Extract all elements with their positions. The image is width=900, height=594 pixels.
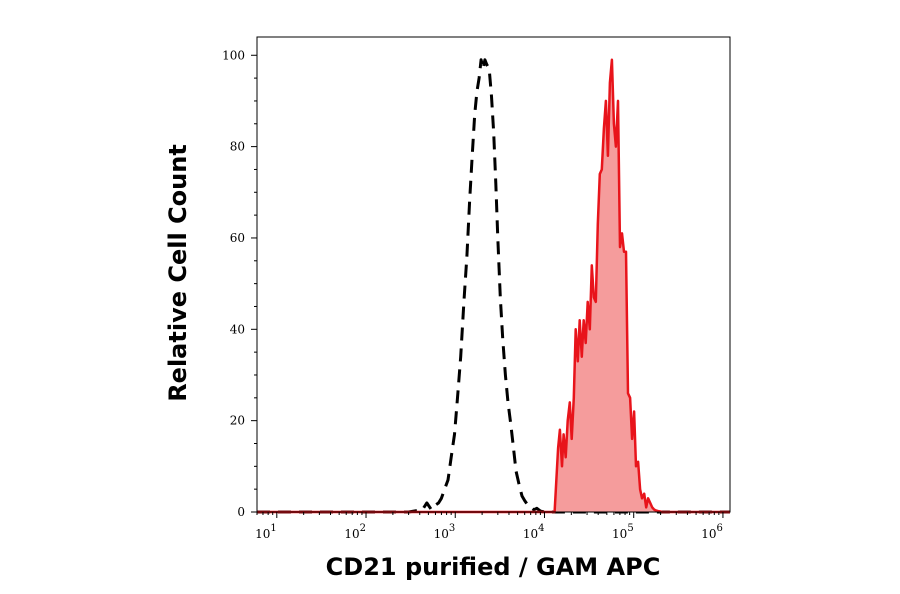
y-tick-label-0: 0: [237, 505, 245, 519]
y-tick-label-80: 80: [230, 140, 245, 154]
x-tick-label-6: 106: [701, 523, 723, 541]
y-tick-label-60: 60: [230, 231, 245, 245]
plot-frame: [256, 36, 731, 513]
series-1-fill: [257, 59, 730, 513]
y-tick-label-100: 100: [222, 48, 245, 62]
x-tick-label-2: 102: [344, 523, 366, 541]
x-tick-label-1: 101: [255, 523, 277, 541]
x-tick-label-5: 105: [612, 523, 634, 541]
x-axis-title: CD21 purified / GAM APC: [326, 553, 661, 581]
series-0-line: [257, 58, 730, 514]
series-1-line: [257, 58, 730, 514]
y-tick-label-20: 20: [230, 414, 245, 428]
y-axis-title: Relative Cell Count: [164, 144, 192, 402]
plot-area: 0 20 40 60 80 100 101 102 103 104 105 106: [222, 36, 731, 541]
y-tick-label-40: 40: [230, 322, 245, 336]
x-tick-label-3: 103: [434, 523, 456, 541]
x-tick-label-4: 104: [523, 523, 545, 541]
